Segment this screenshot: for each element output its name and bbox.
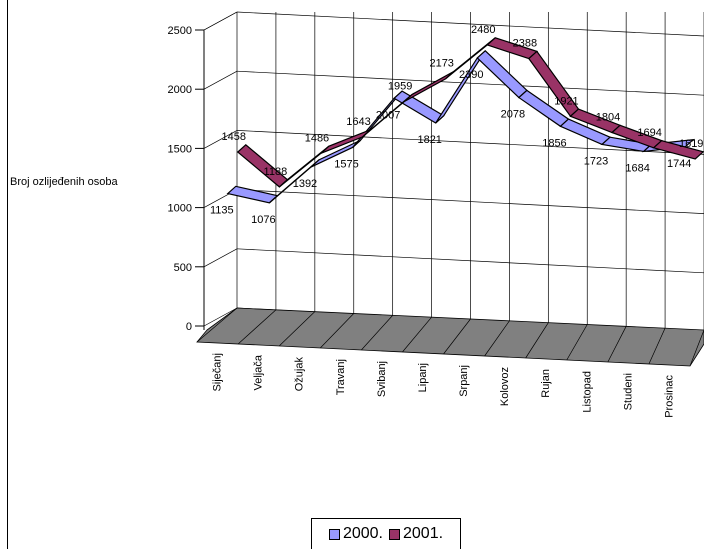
data-label: 1921 <box>554 95 578 107</box>
data-label: 1575 <box>334 158 358 170</box>
floor-gridline <box>566 324 588 361</box>
x-tick-label: Kolovoz <box>499 367 511 406</box>
floor-gridline <box>278 311 316 347</box>
frame-border <box>7 0 8 549</box>
y-tick-label: 1000 <box>168 203 192 215</box>
floor-gridline <box>237 309 277 345</box>
data-label: 1821 <box>417 134 441 146</box>
x-tick-label: Siječanj <box>212 353 224 392</box>
data-label: 1076 <box>251 214 275 226</box>
legend: 2000. 2001. <box>311 518 461 549</box>
floor-gridline <box>689 329 704 367</box>
gridline-side <box>203 130 238 149</box>
y-tick-label: 2000 <box>168 84 192 96</box>
floor-gridline <box>648 328 666 365</box>
legend-label-2001: 2001. <box>403 525 444 542</box>
data-label: 1694 <box>637 127 661 139</box>
x-tick-label: Veljača <box>253 354 265 390</box>
legend-swatch-2001 <box>389 528 400 540</box>
data-label: 1392 <box>293 178 317 190</box>
gridline-side <box>203 248 238 268</box>
data-label: 1959 <box>388 81 412 93</box>
x-tick-label: Srpanj <box>458 365 470 397</box>
floor <box>196 307 704 367</box>
y-axis-label: Broj ozlijeđenih osoba <box>10 176 118 188</box>
data-label: 1188 <box>264 166 288 178</box>
x-tick-label: Svibanj <box>376 361 388 397</box>
floor-gridline <box>402 316 432 353</box>
data-label: 1486 <box>305 132 329 144</box>
data-label: 1856 <box>542 137 566 149</box>
y-tick-label: 2500 <box>168 25 192 37</box>
x-tick-label: Prosinac <box>663 375 675 418</box>
x-tick-label: Rujan <box>540 369 552 398</box>
x-tick-label: Travanj <box>335 359 347 395</box>
series-ribbon-segment <box>226 185 279 204</box>
y-tick-label: 0 <box>186 321 192 333</box>
data-label: 2173 <box>429 58 453 70</box>
legend-item-2001: 2001. <box>389 525 443 543</box>
floor-gridline <box>319 313 355 349</box>
data-label: 1684 <box>625 162 649 174</box>
legend-label-2000: 2000. <box>342 525 383 542</box>
data-label: 2480 <box>471 24 495 36</box>
data-label: 1135 <box>210 205 234 217</box>
data-label: 1744 <box>667 158 691 170</box>
floor-gridline <box>196 307 238 343</box>
floor-gridline <box>525 322 549 359</box>
legend-item-2000: 2000. <box>328 525 383 543</box>
x-tick-label: Studeni <box>622 373 634 410</box>
x-tick-label: Listopad <box>581 371 593 413</box>
floor-gridline <box>361 315 393 351</box>
floor-gridline <box>484 320 510 357</box>
data-label: 1643 <box>346 116 370 128</box>
data-label: 2388 <box>513 38 537 50</box>
gridline-side <box>203 307 238 327</box>
floor-gridline <box>607 326 627 363</box>
data-label: 1723 <box>584 155 608 167</box>
data-label: 2390 <box>459 69 483 81</box>
series-ribbon-segment <box>393 90 445 124</box>
data-label: 1804 <box>596 112 620 124</box>
floor-gridline <box>443 318 471 355</box>
data-label: 1619 <box>679 138 703 150</box>
series-ribbon-segment <box>476 49 528 99</box>
series-ribbon-segment <box>652 139 704 160</box>
data-label: 1458 <box>222 131 246 143</box>
wall-edge <box>203 11 238 31</box>
x-tick-label: Lipanj <box>417 363 429 392</box>
data-label: 2078 <box>501 109 525 121</box>
x-tick-label: Ožujak <box>294 357 306 392</box>
y-tick-label: 500 <box>174 262 192 274</box>
gridline-side <box>203 70 238 90</box>
legend-swatch-2000 <box>328 528 340 540</box>
y-tick-label: 1500 <box>168 143 192 155</box>
